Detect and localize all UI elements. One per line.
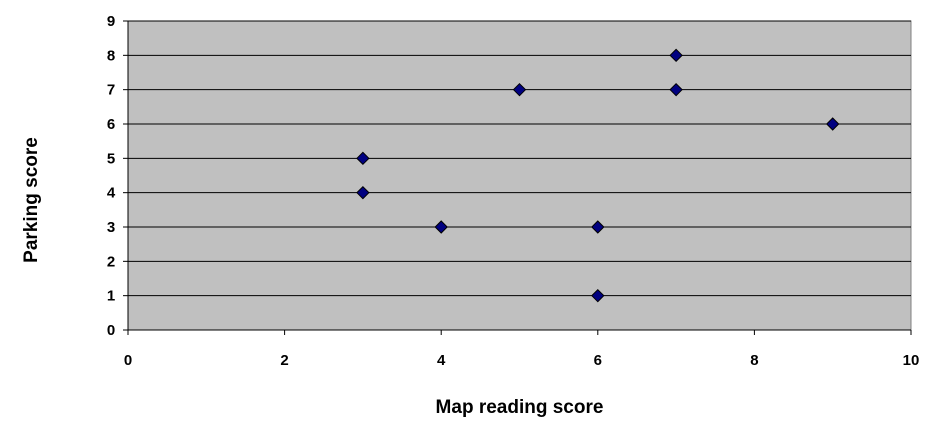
y-tick-label: 9 [107, 13, 115, 30]
y-tick-label: 0 [107, 322, 115, 339]
x-axis-title: Map reading score [436, 397, 604, 418]
data-point [669, 48, 683, 63]
x-tick-label: 0 [124, 352, 132, 369]
data-point [434, 220, 448, 234]
y-axis-title: Parking score [21, 137, 42, 263]
y-tick-labels: 0 1 2 3 4 5 6 7 8 9 [107, 13, 116, 339]
data-point [825, 117, 840, 131]
x-tick-label: 2 [280, 352, 288, 369]
data-points [356, 48, 840, 303]
grid-lines [128, 20, 911, 297]
x-tick-label: 4 [437, 352, 446, 369]
data-point [591, 288, 605, 303]
y-tick-label: 5 [107, 150, 115, 167]
y-tick-label: 6 [107, 116, 115, 133]
y-tick-label: 1 [107, 288, 115, 305]
x-tick-label: 6 [594, 352, 602, 369]
y-tick-label: 4 [107, 185, 116, 202]
x-tick-label: 8 [750, 352, 758, 369]
data-point [356, 151, 370, 166]
x-tick-label: 10 [903, 352, 920, 369]
data-point [356, 185, 370, 200]
data-point [669, 82, 683, 97]
axes [123, 20, 912, 335]
plot-area [127, 20, 912, 331]
y-tick-label: 3 [107, 219, 115, 236]
y-tick-label: 7 [107, 82, 115, 99]
y-tick-label: 8 [107, 47, 115, 64]
data-point [512, 82, 527, 97]
y-tick-label: 2 [107, 253, 115, 270]
data-point [591, 220, 605, 234]
x-tick-labels: 0 2 4 6 8 10 [124, 352, 920, 369]
